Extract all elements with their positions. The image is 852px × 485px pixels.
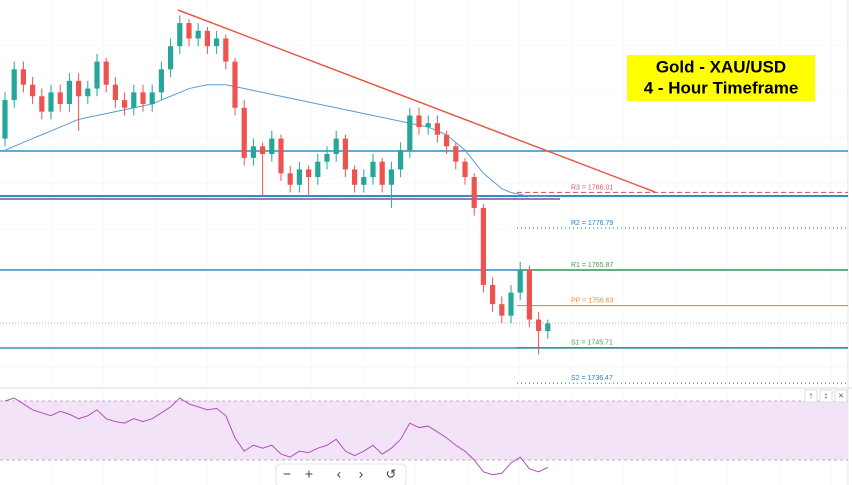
- candle-body: [379, 161, 385, 185]
- candle-body: [76, 80, 82, 97]
- candle-body: [306, 169, 312, 178]
- candle-body: [232, 61, 238, 108]
- candle-body: [388, 169, 394, 185]
- title-box: [627, 55, 815, 101]
- candle-body: [490, 284, 496, 305]
- candle-body: [444, 134, 450, 147]
- candle-body: [149, 92, 155, 104]
- candle-body: [462, 161, 468, 178]
- candle-body: [536, 319, 542, 332]
- candle-body: [204, 30, 210, 47]
- zoom-in[interactable]: +: [305, 466, 313, 482]
- candle-body: [195, 30, 201, 39]
- chart-subtitle: 4 - Hour Timeframe: [644, 78, 799, 97]
- candle-body: [324, 154, 330, 162]
- pane-buttons: ↑ ↕ ×: [804, 389, 848, 403]
- candle-body: [434, 123, 440, 135]
- candle-body: [425, 123, 431, 128]
- moving-average: [4, 84, 548, 197]
- toolbar-bg: [275, 463, 407, 485]
- chart-title: Gold - XAU/USD: [656, 57, 786, 76]
- button-up[interactable]: [804, 389, 818, 403]
- button-maximize[interactable]: [819, 389, 833, 403]
- candle-body: [131, 92, 137, 108]
- candle-body: [545, 323, 551, 332]
- reset[interactable]: ↺: [386, 466, 397, 481]
- candle-body: [103, 61, 109, 85]
- pivot-label: S2 = 1736.47: [571, 375, 613, 382]
- candle-body: [158, 69, 164, 93]
- candle-body: [287, 173, 293, 185]
- candle-body: [94, 61, 100, 89]
- candle-body: [48, 92, 54, 112]
- candle-body: [526, 269, 532, 320]
- candle-body: [177, 23, 183, 47]
- rsi-band: [0, 401, 848, 460]
- candle-body: [517, 269, 523, 293]
- candle-body: [11, 69, 17, 101]
- candle-body: [57, 92, 63, 104]
- candle-body: [39, 96, 45, 112]
- candle-body: [30, 84, 36, 97]
- candle-body: [416, 115, 422, 128]
- candle-body: [370, 161, 376, 178]
- zoom-out[interactable]: −: [283, 466, 291, 482]
- candle-body: [140, 92, 146, 104]
- icon: ×: [838, 390, 843, 400]
- candle-body: [112, 84, 118, 101]
- candle-body: [214, 38, 220, 47]
- candle-body: [186, 23, 192, 39]
- candle-body: [85, 88, 91, 97]
- button-close[interactable]: [834, 389, 848, 403]
- candle-body: [223, 38, 229, 62]
- icon: ↑: [809, 390, 814, 400]
- candle-body: [2, 100, 8, 139]
- candle-body: [333, 138, 339, 154]
- candle-body: [499, 304, 505, 316]
- pivot-label: R2 = 1776.79: [571, 220, 613, 227]
- candle-body: [471, 177, 477, 208]
- candle-body: [260, 146, 266, 154]
- candle-body: [398, 150, 404, 170]
- trend-line: [177, 9, 656, 193]
- candle-body: [508, 292, 514, 316]
- scroll-right[interactable]: ›: [359, 466, 364, 482]
- candle-body: [66, 80, 72, 104]
- candle-body: [315, 161, 321, 178]
- candle-body: [122, 100, 128, 108]
- candle-body: [250, 146, 256, 158]
- pivot-label: R3 = 1786.01: [571, 184, 613, 191]
- candle-body: [453, 146, 459, 162]
- candle-body: [361, 177, 367, 185]
- rsi-line: [4, 397, 549, 476]
- candle-body: [20, 69, 26, 85]
- scroll-left[interactable]: ‹: [337, 466, 342, 482]
- candle-body: [269, 138, 275, 154]
- candle-body: [407, 115, 413, 151]
- candle-body: [352, 169, 358, 185]
- candle-body: [168, 46, 174, 70]
- icon: ↕: [824, 390, 829, 400]
- toolbar: − + ‹ › ↺: [275, 463, 407, 485]
- candle-body: [342, 138, 348, 170]
- candle-body: [296, 169, 302, 185]
- pivot-label: R1 = 1765.87: [571, 262, 613, 269]
- pivot-label: S1 = 1745.71: [571, 339, 613, 346]
- pivot-label: PP = 1756.63: [571, 297, 614, 304]
- candle-body: [278, 138, 284, 174]
- candle-body: [480, 207, 486, 285]
- candle-body: [241, 107, 247, 158]
